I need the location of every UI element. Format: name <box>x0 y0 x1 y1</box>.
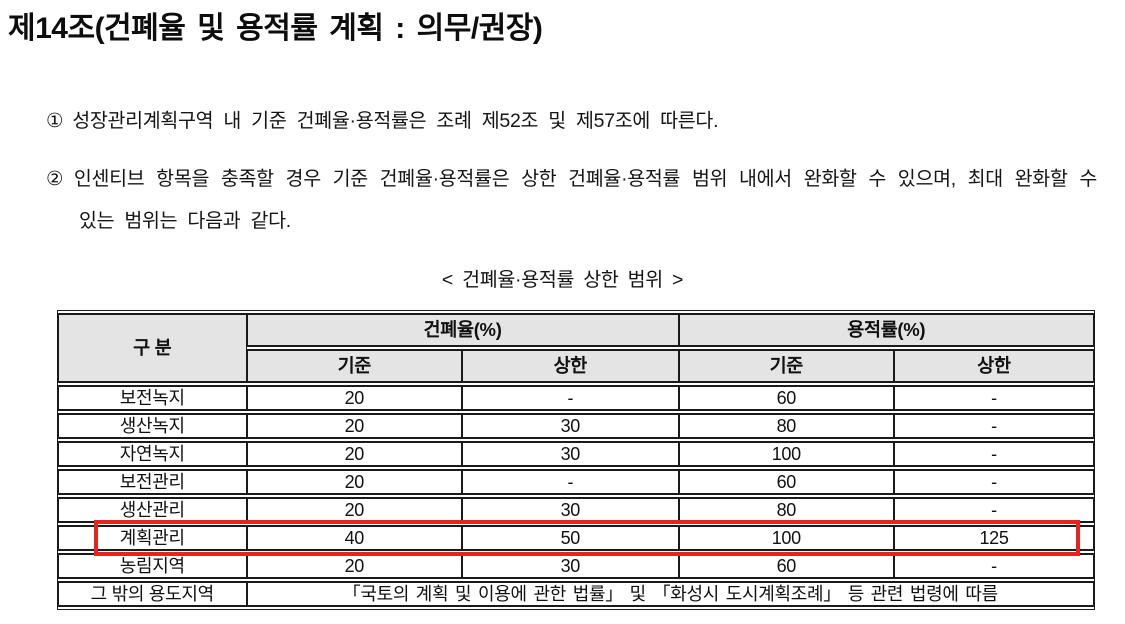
cell-label: 계획관리 <box>58 525 247 551</box>
cell-label: 생산관리 <box>58 497 247 523</box>
cell-label: 그 밖의 용도지역 <box>58 581 247 607</box>
cell-value: - <box>462 385 679 411</box>
table-row: 생산녹지 20 30 80 - <box>58 413 1094 439</box>
cell-value: 30 <box>462 441 679 467</box>
table-container: 구 분 건폐율(%) 용적률(%) 기준 상한 기준 상한 보전녹지 20 - … <box>57 310 1095 610</box>
cell-value: - <box>894 553 1094 579</box>
table-row: 생산관리 20 30 80 - <box>58 497 1094 523</box>
cell-value: 30 <box>462 553 679 579</box>
cell-value: 20 <box>246 441 463 467</box>
paragraph-1-text: 성장관리계획구역 내 기준 건폐율·용적률은 조례 제52조 및 제57조에 따… <box>72 110 719 132</box>
col-header-coverage-ratio: 건폐율(%) <box>246 313 679 347</box>
table-row: 자연녹지 20 30 100 - <box>58 441 1094 467</box>
cell-label: 보전녹지 <box>58 385 247 411</box>
cell-value: - <box>894 441 1094 467</box>
cell-value: - <box>894 413 1094 439</box>
subheader-coverage-upper: 상한 <box>462 349 679 383</box>
paragraph-2-text: 인센티브 항목을 충족할 경우 기준 건폐율·용적률은 상한 건폐율·용적률 범… <box>73 168 1097 232</box>
cell-value: 100 <box>678 441 895 467</box>
paragraph-1: ① 성장관리계획구역 내 기준 건폐율·용적률은 조례 제52조 및 제57조에 … <box>46 100 1097 142</box>
cell-value: 30 <box>462 497 679 523</box>
cell-value: 20 <box>246 553 463 579</box>
paragraph-2: ② 인센티브 항목을 충족할 경우 기준 건폐율·용적률은 상한 건폐율·용적률 … <box>46 158 1097 242</box>
cell-value: 80 <box>678 497 895 523</box>
table-row: 보전관리 20 - 60 - <box>58 469 1094 495</box>
footer-legal-text: 「국토의 계획 및 이용에 관한 법률」 및 「화성시 도시계획조례」 등 관련… <box>246 581 1094 607</box>
cell-value: 20 <box>246 497 463 523</box>
cell-value: - <box>462 469 679 495</box>
table-row-highlighted: 계획관리 40 50 100 125 <box>58 525 1094 551</box>
circled-2-marker: ② <box>46 168 65 190</box>
subheader-floor-base: 기준 <box>678 349 895 383</box>
cell-value: 60 <box>678 385 895 411</box>
table-row: 농림지역 20 30 60 - <box>58 553 1094 579</box>
cell-value: - <box>894 385 1094 411</box>
body-paragraphs: ① 성장관리계획구역 내 기준 건폐율·용적률은 조례 제52조 및 제57조에 … <box>46 100 1097 242</box>
subheader-floor-upper: 상한 <box>894 349 1094 383</box>
table-footer-row: 그 밖의 용도지역 「국토의 계획 및 이용에 관한 법률」 및 「화성시 도시… <box>58 581 1094 607</box>
cell-value: 60 <box>678 553 895 579</box>
document-page: 제14조(건폐율 및 용적률 계획 : 의무/권장) ① 성장관리계획구역 내 기… <box>0 10 1125 624</box>
table-caption: < 건폐율·용적률 상한 범위 > <box>441 269 684 291</box>
cell-value: 50 <box>462 525 679 551</box>
cell-label: 농림지역 <box>58 553 247 579</box>
cell-value: 80 <box>678 413 895 439</box>
cell-value: 20 <box>246 469 463 495</box>
cell-value: 30 <box>462 413 679 439</box>
page-title: 제14조(건폐율 및 용적률 계획 : 의무/권장) <box>8 12 543 45</box>
cell-label: 생산녹지 <box>58 413 247 439</box>
coverage-floor-area-table: 구 분 건폐율(%) 용적률(%) 기준 상한 기준 상한 보전녹지 20 - … <box>57 310 1095 610</box>
cell-value: 125 <box>894 525 1094 551</box>
header-row-subheaders: 기준 상한 기준 상한 <box>58 349 1094 383</box>
cell-label: 보전관리 <box>58 469 247 495</box>
cell-value: 20 <box>246 385 463 411</box>
col-header-floor-area-ratio: 용적률(%) <box>678 313 1094 347</box>
cell-value: - <box>894 469 1094 495</box>
cell-label: 자연녹지 <box>58 441 247 467</box>
circled-1-marker: ① <box>46 110 64 132</box>
cell-value: 100 <box>678 525 895 551</box>
header-row-groups: 구 분 건폐율(%) 용적률(%) <box>58 313 1094 383</box>
col-header-category: 구 분 <box>58 313 247 383</box>
cell-value: - <box>894 497 1094 523</box>
subheader-coverage-base: 기준 <box>246 349 463 383</box>
table-row: 보전녹지 20 - 60 - <box>58 385 1094 411</box>
cell-value: 60 <box>678 469 895 495</box>
cell-value: 40 <box>246 525 463 551</box>
cell-value: 20 <box>246 413 463 439</box>
